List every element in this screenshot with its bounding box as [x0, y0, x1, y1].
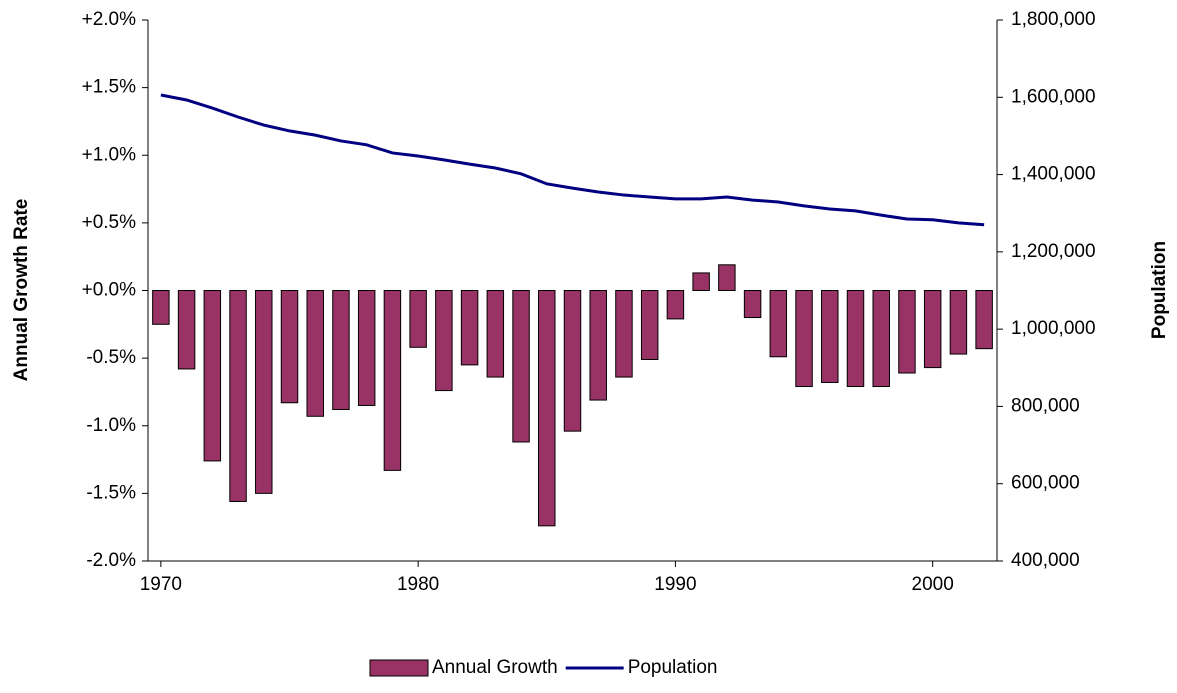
x-tick-label: 2000: [912, 574, 954, 595]
legend-label: Population: [628, 657, 718, 678]
bar: [949, 290, 968, 355]
bar: [640, 290, 659, 360]
y2-tick-label: 800,000: [1011, 395, 1080, 416]
bar: [821, 290, 839, 383]
bar: [255, 290, 273, 494]
bar: [898, 290, 916, 374]
bar: [357, 290, 376, 406]
y-tick-label: +1.5%: [82, 77, 137, 98]
bar: [203, 290, 222, 462]
bar: [666, 290, 685, 320]
bar: [743, 290, 762, 319]
bar: [306, 290, 324, 417]
y-tick-label: +0.0%: [82, 280, 137, 301]
y-tick-label: +2.0%: [82, 9, 137, 30]
y-tick-label: +1.0%: [82, 144, 137, 165]
bar: [512, 290, 530, 443]
bar: [152, 290, 170, 325]
bar: [769, 290, 788, 358]
y-axis-title: Annual Growth Rate: [11, 199, 32, 382]
y-tick-label: -0.5%: [86, 347, 136, 368]
y2-tick-label: 400,000: [1011, 550, 1080, 571]
bar: [718, 264, 736, 291]
x-tick-label: 1980: [397, 574, 439, 595]
bar: [460, 290, 479, 366]
bar: [872, 290, 890, 388]
x-tick-label: 1970: [140, 574, 182, 595]
y2-tick-label: 1,800,000: [1011, 9, 1096, 30]
y2-tick-label: 1,600,000: [1011, 86, 1096, 107]
y2-tick-label: 1,200,000: [1011, 241, 1096, 262]
y2-tick-label: 600,000: [1011, 473, 1080, 494]
bar: [435, 290, 453, 392]
x-tick-label: 1990: [654, 574, 696, 595]
bar: [615, 290, 633, 378]
bar: [383, 290, 402, 471]
y2-tick-label: 1,000,000: [1011, 318, 1096, 339]
y-tick-label: -1.5%: [86, 482, 136, 503]
bar: [486, 290, 505, 378]
y-tick-label: -2.0%: [86, 550, 136, 571]
bar: [692, 272, 710, 292]
bar: [229, 290, 247, 502]
legend-swatch: [369, 659, 429, 677]
bar: [846, 290, 865, 388]
bar: [409, 290, 427, 348]
bar: [177, 290, 196, 370]
bar: [563, 290, 582, 432]
y-tick-label: +0.5%: [82, 212, 137, 233]
y2-tick-label: 1,400,000: [1011, 164, 1096, 185]
y-tick-label: -1.0%: [86, 415, 136, 436]
bar: [332, 290, 350, 411]
bar: [280, 290, 299, 404]
bar: [975, 290, 993, 350]
line: [160, 93, 985, 227]
bar: [589, 290, 607, 401]
bar: [795, 290, 813, 388]
bar: [538, 290, 556, 527]
bar: [923, 290, 942, 369]
y2-axis-title: Population: [1149, 241, 1170, 339]
legend-label: Annual Growth: [432, 657, 558, 678]
